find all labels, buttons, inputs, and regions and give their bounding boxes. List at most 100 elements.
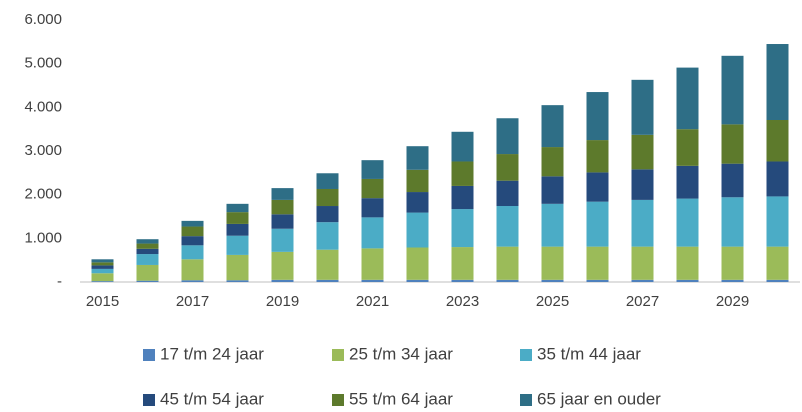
bar-segment	[496, 180, 519, 207]
bar-segment	[271, 188, 294, 200]
bar-segment	[136, 243, 159, 249]
bar-segment	[181, 220, 204, 227]
bar-segment	[451, 279, 474, 282]
bar-segment	[361, 279, 384, 282]
bar-segment	[766, 279, 789, 282]
bar-segment	[316, 222, 339, 250]
bar-segment	[181, 259, 204, 281]
bar-segment	[226, 235, 249, 255]
x-tick-label: 2015	[86, 293, 119, 310]
y-tick-label: 4.000	[24, 98, 62, 115]
bar-segment	[721, 197, 744, 247]
bar-segment	[766, 119, 789, 162]
bar-segment	[406, 146, 429, 170]
legend-label: 35 t/m 44 jaar	[537, 344, 641, 363]
bar-segment	[316, 206, 339, 223]
bar-segment	[406, 192, 429, 213]
bar-segment	[541, 246, 564, 280]
legend-swatch	[520, 349, 532, 361]
bar-segment	[316, 188, 339, 207]
bar-segment	[406, 247, 429, 280]
x-tick-label: 2025	[536, 293, 569, 310]
y-tick-label: 1.000	[24, 229, 62, 246]
bar-segment	[541, 203, 564, 247]
legend-swatch	[143, 349, 155, 361]
bar-segment	[91, 273, 114, 282]
bar-segment	[496, 279, 519, 282]
bar-segment	[91, 259, 114, 263]
x-tick-label: 2029	[716, 293, 749, 310]
legend-label: 55 t/m 64 jaar	[349, 389, 453, 408]
bar-segment	[766, 196, 789, 247]
bar-segment	[586, 172, 609, 202]
bar-segment	[226, 223, 249, 236]
bar-segment	[451, 247, 474, 280]
bar-segment	[676, 129, 699, 166]
bar-segment	[766, 246, 789, 280]
bar-segment	[136, 254, 159, 265]
bar-segment	[586, 246, 609, 280]
bar-segment	[586, 140, 609, 173]
bar-segment	[631, 134, 654, 170]
bar-segment	[496, 154, 519, 181]
bar-segment	[316, 279, 339, 282]
bar-segment	[766, 161, 789, 197]
bar-segment	[586, 201, 609, 247]
x-tick-label: 2019	[266, 293, 299, 310]
bar-segment	[406, 212, 429, 248]
legend-label: 65 jaar en ouder	[537, 389, 661, 408]
x-tick-label: 2017	[176, 293, 209, 310]
bar-segment	[451, 209, 474, 248]
legend-swatch	[520, 394, 532, 406]
y-tick-label: 3.000	[24, 142, 62, 159]
bar-segment	[451, 161, 474, 186]
bar-segment	[136, 280, 159, 282]
bar-segment	[721, 55, 744, 125]
bar-segment	[91, 268, 114, 274]
bar-segment	[766, 44, 789, 120]
x-tick-label: 2021	[356, 293, 389, 310]
bar-segment	[631, 279, 654, 282]
bar-segment	[91, 281, 114, 282]
bar-segment	[676, 279, 699, 282]
y-tick-label: -	[57, 273, 62, 290]
bar-segment	[721, 163, 744, 198]
bar-segment	[406, 169, 429, 193]
bar-segment	[361, 198, 384, 218]
x-tick-label: 2023	[446, 293, 479, 310]
bar-segment	[631, 79, 654, 135]
bar-segment	[136, 239, 159, 244]
bar-segment	[316, 249, 339, 280]
legend-swatch	[143, 394, 155, 406]
y-tick-label: 6.000	[24, 11, 62, 28]
bar-segment	[721, 124, 744, 164]
x-tick-label: 2027	[626, 293, 659, 310]
bar-segment	[136, 264, 159, 281]
bar-segment	[541, 147, 564, 177]
bar-segment	[676, 198, 699, 247]
bar-segment	[676, 67, 699, 130]
bar-segment	[586, 279, 609, 282]
bar-segment	[136, 248, 159, 255]
bar-segment	[226, 280, 249, 282]
bar-segment	[226, 212, 249, 224]
bar-segment	[226, 203, 249, 213]
bar-segment	[586, 92, 609, 141]
legend-swatch	[332, 349, 344, 361]
bar-segment	[361, 217, 384, 249]
bar-segment	[496, 246, 519, 280]
bar-segment	[361, 178, 384, 199]
bar-segment	[271, 279, 294, 282]
bar-segment	[316, 173, 339, 189]
bar-segment	[361, 248, 384, 280]
bar-segment	[631, 246, 654, 280]
legend-label: 17 t/m 24 jaar	[160, 344, 264, 363]
bar-segment	[361, 160, 384, 179]
bar-segment	[271, 214, 294, 229]
legend-swatch	[332, 394, 344, 406]
legend-label: 45 t/m 54 jaar	[160, 389, 264, 408]
bar-segment	[541, 279, 564, 282]
bar-segment	[721, 279, 744, 282]
bar-segment	[496, 206, 519, 247]
